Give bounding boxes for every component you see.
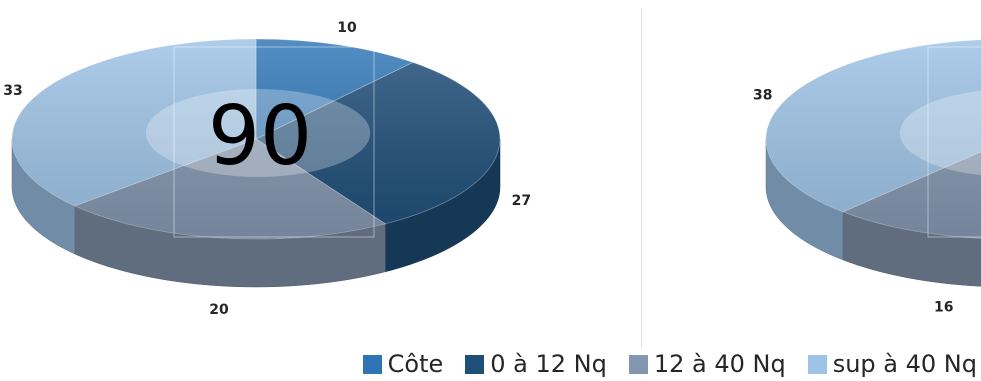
pie-data-label: 27 <box>512 193 531 209</box>
legend-swatch <box>628 354 648 374</box>
legend: Côte 0 à 12 Nq 12 à 40 Nq sup à 40 Nq <box>362 348 977 380</box>
pie-center-highlight <box>145 89 371 177</box>
legend-item-0-12: 0 à 12 Nq <box>465 350 607 378</box>
legend-swatch <box>807 354 827 374</box>
legend-swatch <box>362 354 382 374</box>
pie-data-label: 38 <box>753 88 772 104</box>
pie-data-label: 10 <box>337 20 357 36</box>
legend-item-12-40: 12 à 40 Nq <box>628 350 786 378</box>
pie-center-number: 90 <box>208 89 312 184</box>
legend-label: 12 à 40 Nq <box>653 350 786 378</box>
pie-data-label: 16 <box>934 299 953 315</box>
pie-chart-left: 90 10 27 20 33 <box>3 20 531 318</box>
pie-chart-right: 11638 <box>753 39 981 315</box>
legend-swatch <box>465 354 485 374</box>
pie-center-highlight <box>899 90 981 176</box>
legend-label: 0 à 12 Nq <box>490 350 607 378</box>
pie-data-label: 33 <box>3 83 22 99</box>
pie-center-frame <box>173 46 375 238</box>
pie-center-frame <box>927 46 981 238</box>
chart-divider <box>641 8 642 348</box>
legend-item-sup-40: sup à 40 Nq <box>807 350 977 378</box>
legend-item-cote: Côte <box>362 350 444 378</box>
pie-data-label: 20 <box>209 302 229 318</box>
legend-label: sup à 40 Nq <box>832 350 977 378</box>
legend-label: Côte <box>387 350 444 378</box>
